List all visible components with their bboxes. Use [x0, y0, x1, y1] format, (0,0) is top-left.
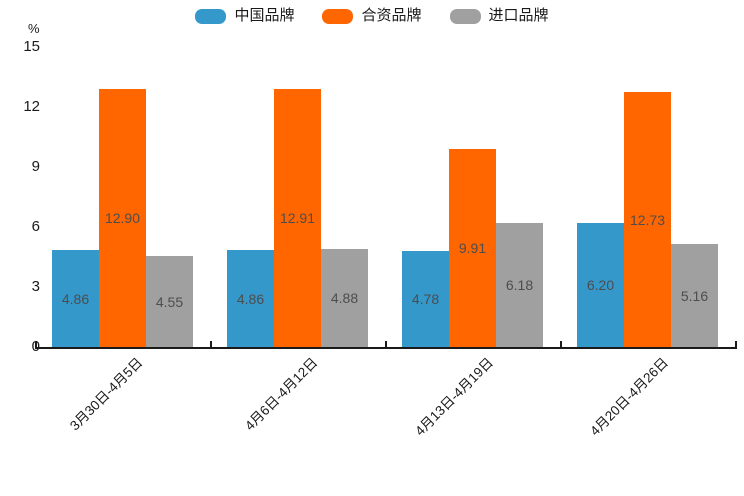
bar-value-label: 4.88 [330, 290, 359, 306]
legend-swatch-icon [322, 8, 354, 24]
bar-value-label: 12.90 [104, 210, 141, 226]
bar-value-label: 12.73 [629, 211, 666, 228]
chart-legend: 中国品牌 合资品牌 进口品牌 [0, 6, 744, 26]
bar-3-group-1: 4.55 [146, 256, 193, 347]
bar-2-group-1: 12.90 [99, 89, 146, 347]
x-tick-label: 4月6日-4月12日 [242, 354, 321, 434]
x-tick-label: 4月20日-4月26日 [587, 354, 671, 439]
x-tick-label: 3月30日-4月5日 [67, 354, 146, 434]
x-tick-label: 4月13日-4月19日 [412, 354, 496, 439]
bar-1-group-1: 4.86 [52, 250, 99, 347]
legend-label: 中国品牌 [234, 7, 295, 24]
bar-value-label: 6.20 [586, 277, 615, 293]
x-axis-tick [210, 341, 212, 348]
y-tick-label: 3 [31, 278, 40, 295]
bar-value-label: 5.16 [680, 287, 709, 304]
legend-label: 合资品牌 [361, 7, 422, 24]
bar-value-label: 4.55 [155, 293, 184, 310]
bar-2-group-3: 9.91 [449, 149, 496, 347]
bar-1-group-2: 4.86 [227, 250, 274, 347]
bar-2-group-2: 12.91 [274, 89, 321, 347]
bar-value-label: 4.78 [411, 291, 440, 307]
legend-item-2[interactable]: 合资品牌 [322, 6, 422, 26]
x-axis-tick [560, 341, 562, 348]
x-axis-tick [35, 341, 37, 348]
bar-1-group-4: 6.20 [577, 223, 624, 347]
bar-3-group-2: 4.88 [321, 249, 368, 347]
bar-3-group-4: 5.16 [671, 244, 718, 347]
bar-value-label: 9.91 [458, 240, 487, 256]
legend-swatch-icon [195, 8, 227, 24]
y-axis-unit-label: % [28, 21, 40, 36]
bar-value-label: 4.86 [61, 290, 90, 307]
bar-value-label: 6.18 [505, 277, 534, 293]
legend-item-3[interactable]: 进口品牌 [449, 6, 549, 26]
x-axis-line [35, 347, 737, 349]
bar-3-group-3: 6.18 [496, 223, 543, 347]
bar-2-group-4: 12.73 [624, 92, 671, 347]
x-axis-tick [385, 341, 387, 348]
legend-label: 进口品牌 [488, 7, 549, 24]
y-tick-label: 6 [31, 218, 40, 235]
y-tick-label: 15 [23, 38, 40, 55]
bar-value-label: 12.91 [279, 210, 316, 226]
bar-1-group-3: 4.78 [402, 251, 449, 347]
y-tick-label: 9 [31, 158, 40, 175]
legend-item-1[interactable]: 中国品牌 [195, 6, 294, 26]
legend-swatch-icon [449, 8, 481, 24]
bar-value-label: 4.86 [236, 290, 265, 307]
y-tick-label: 12 [23, 98, 40, 115]
x-axis-tick [735, 341, 737, 348]
